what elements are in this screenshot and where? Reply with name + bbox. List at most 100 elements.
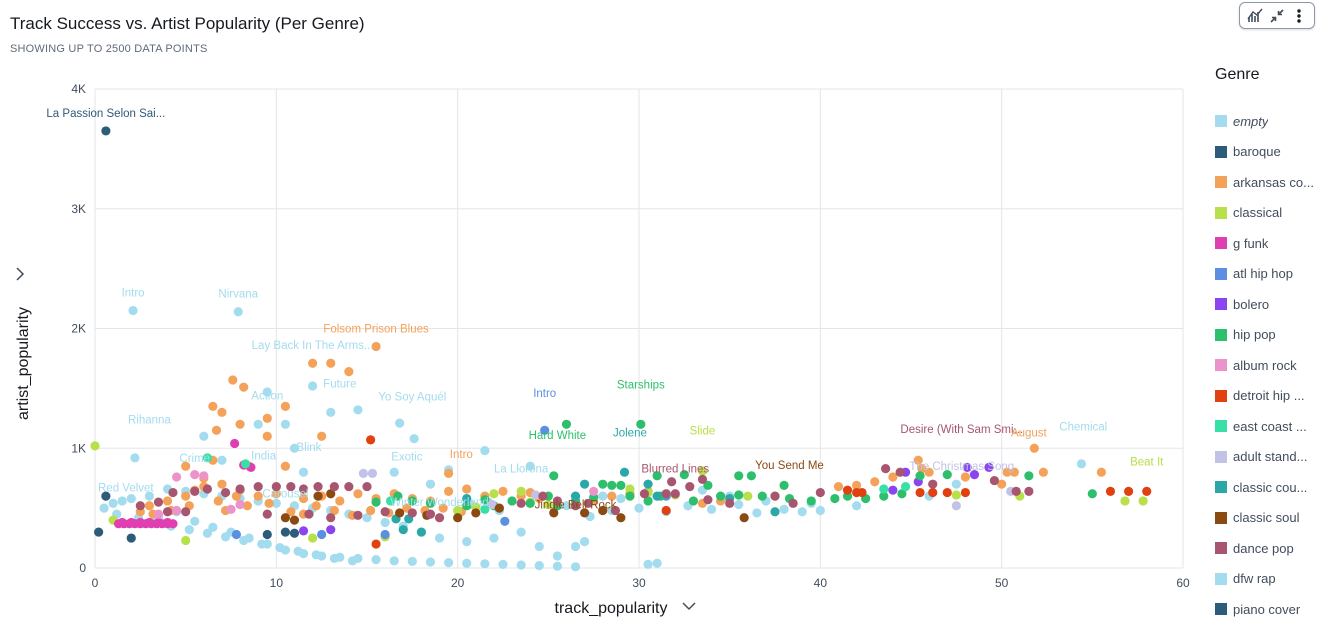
- data-point[interactable]: [213, 496, 223, 506]
- data-point[interactable]: [257, 539, 267, 549]
- data-point[interactable]: [253, 491, 263, 501]
- data-point[interactable]: [580, 508, 590, 518]
- data-point[interactable]: [1024, 486, 1034, 496]
- data-point[interactable]: [670, 489, 680, 499]
- data-point[interactable]: [217, 479, 227, 489]
- data-point[interactable]: [881, 464, 891, 474]
- data-point[interactable]: [1096, 467, 1106, 477]
- data-point[interactable]: [480, 495, 490, 505]
- data-point[interactable]: [516, 560, 526, 570]
- data-point[interactable]: [489, 533, 499, 543]
- data-point[interactable]: [583, 498, 593, 508]
- data-point[interactable]: [697, 474, 708, 484]
- data-point[interactable]: [453, 513, 463, 523]
- legend-item[interactable]: dfw rap: [1215, 564, 1325, 595]
- data-point[interactable]: [362, 481, 372, 492]
- data-point[interactable]: [395, 418, 405, 428]
- data-point[interactable]: [928, 487, 938, 498]
- data-point[interactable]: [329, 553, 339, 564]
- data-point[interactable]: [1105, 486, 1116, 496]
- data-point[interactable]: [329, 505, 339, 516]
- data-point[interactable]: [308, 381, 318, 391]
- data-point[interactable]: [913, 455, 923, 465]
- data-point[interactable]: [199, 471, 209, 481]
- data-point[interactable]: [280, 527, 290, 537]
- data-point[interactable]: [286, 507, 296, 517]
- legend-item[interactable]: classical: [1215, 198, 1325, 229]
- data-point[interactable]: [516, 527, 526, 537]
- data-point[interactable]: [135, 517, 145, 528]
- data-point[interactable]: [326, 407, 336, 417]
- legend-item[interactable]: adult stand...: [1215, 442, 1325, 473]
- data-point[interactable]: [385, 496, 396, 506]
- data-point[interactable]: [329, 481, 339, 492]
- data-point[interactable]: [989, 475, 1000, 486]
- data-point[interactable]: [181, 535, 191, 546]
- y-axis-title[interactable]: artist_popularity: [15, 267, 32, 420]
- data-point[interactable]: [101, 491, 111, 501]
- data-point[interactable]: [380, 529, 390, 540]
- data-point[interactable]: [480, 504, 490, 514]
- data-point[interactable]: [162, 517, 173, 528]
- data-point[interactable]: [304, 509, 314, 519]
- data-point[interactable]: [643, 496, 653, 506]
- data-point[interactable]: [367, 468, 378, 478]
- data-point[interactable]: [242, 501, 252, 511]
- data-point[interactable]: [487, 499, 497, 510]
- data-point[interactable]: [607, 480, 617, 490]
- data-point[interactable]: [888, 485, 898, 495]
- data-point[interactable]: [643, 559, 653, 570]
- data-point[interactable]: [326, 525, 336, 535]
- chart-insight-icon[interactable]: [1245, 6, 1265, 26]
- data-point[interactable]: [462, 493, 472, 504]
- data-point[interactable]: [271, 498, 281, 508]
- data-point[interactable]: [607, 491, 617, 501]
- data-point[interactable]: [416, 527, 426, 537]
- data-point[interactable]: [425, 479, 436, 489]
- data-point[interactable]: [507, 496, 517, 506]
- data-point[interactable]: [570, 562, 581, 572]
- data-point[interactable]: [317, 431, 327, 441]
- data-point[interactable]: [706, 504, 717, 514]
- data-point[interactable]: [716, 491, 726, 501]
- data-point[interactable]: [1002, 467, 1012, 477]
- data-point[interactable]: [734, 499, 744, 510]
- data-point[interactable]: [942, 487, 952, 498]
- data-point[interactable]: [144, 501, 154, 511]
- data-point[interactable]: [280, 419, 290, 429]
- data-point[interactable]: [625, 491, 635, 501]
- legend-item[interactable]: bolero: [1215, 289, 1325, 320]
- data-point[interactable]: [353, 510, 363, 520]
- data-point[interactable]: [525, 461, 535, 471]
- legend-item[interactable]: detroit hip ...: [1215, 381, 1325, 412]
- data-point[interactable]: [879, 491, 889, 501]
- data-point[interactable]: [561, 501, 572, 511]
- data-point[interactable]: [580, 479, 590, 489]
- data-point[interactable]: [984, 462, 994, 473]
- data-point[interactable]: [636, 419, 646, 429]
- data-point[interactable]: [739, 513, 749, 523]
- data-point[interactable]: [634, 503, 644, 513]
- y-axis-chevron-icon[interactable]: [16, 267, 25, 281]
- data-point[interactable]: [589, 486, 599, 496]
- data-point[interactable]: [144, 517, 154, 528]
- data-point[interactable]: [347, 556, 358, 566]
- data-point[interactable]: [444, 486, 454, 496]
- data-point[interactable]: [833, 481, 844, 492]
- data-point[interactable]: [1138, 496, 1148, 506]
- data-point[interactable]: [951, 501, 961, 511]
- data-point[interactable]: [202, 528, 213, 538]
- data-point[interactable]: [172, 505, 182, 516]
- data-point[interactable]: [888, 472, 898, 482]
- data-point[interactable]: [1124, 486, 1134, 496]
- data-point[interactable]: [960, 472, 971, 482]
- data-point[interactable]: [240, 459, 251, 469]
- data-point[interactable]: [580, 537, 590, 547]
- data-point[interactable]: [398, 525, 408, 535]
- data-point[interactable]: [117, 496, 127, 506]
- data-point[interactable]: [407, 556, 417, 567]
- data-point[interactable]: [788, 498, 798, 508]
- data-point[interactable]: [616, 480, 626, 490]
- data-point[interactable]: [253, 419, 263, 429]
- data-point[interactable]: [462, 501, 472, 511]
